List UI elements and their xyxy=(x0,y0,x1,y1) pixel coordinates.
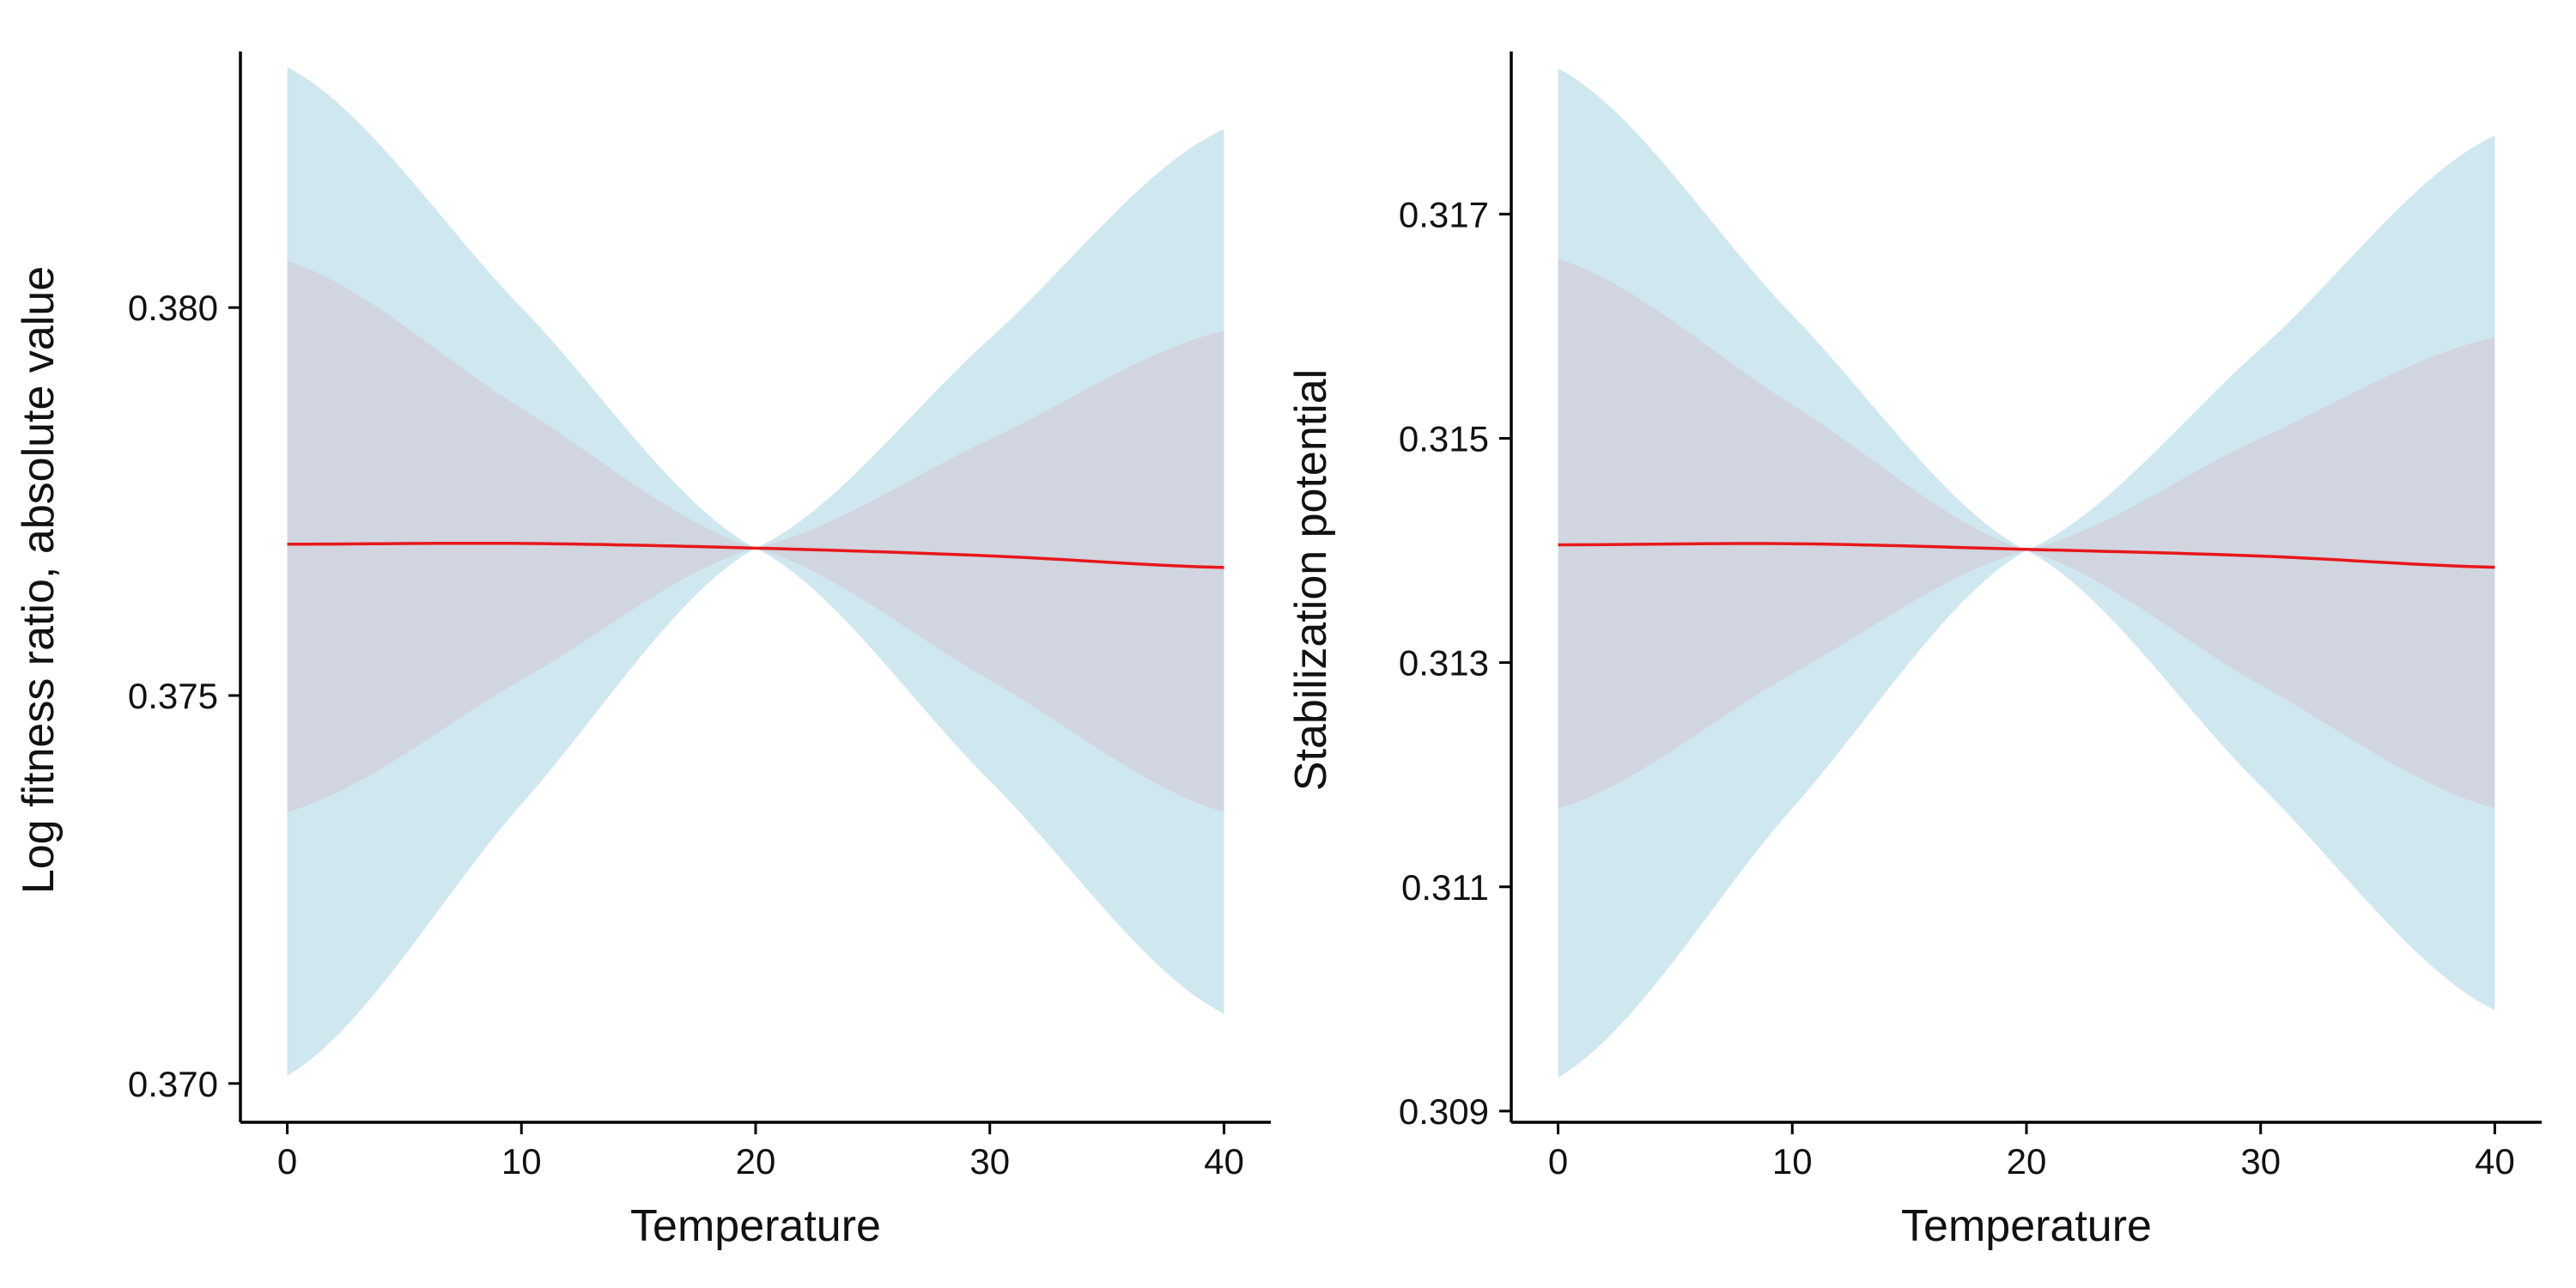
panel-log-fitness-ratio: 0 10 20 30 40 0.370 0.375 0.380 Temperature Log f… xyxy=(14,52,1271,1251)
inner-band-left xyxy=(287,260,756,812)
y-tick-label: 0.380 xyxy=(128,288,218,328)
x-tick-label: 30 xyxy=(969,1141,1010,1182)
x-axis-title: Temperature xyxy=(630,1201,881,1251)
fit-line xyxy=(1558,542,2495,569)
x-tick-label: 10 xyxy=(1772,1141,1813,1182)
fit-line xyxy=(287,541,1224,569)
y-tick-label: 0.311 xyxy=(1401,867,1489,908)
y-axis-title: Stabilization potential xyxy=(1286,369,1336,791)
x-tick-label: 0 xyxy=(1548,1141,1568,1182)
y-tick-label: 0.370 xyxy=(128,1064,218,1104)
y-tick-label: 0.315 xyxy=(1399,418,1489,459)
y-tick-label: 0.317 xyxy=(1399,194,1489,234)
x-axis-title: Temperature xyxy=(1901,1201,2152,1251)
y-tick-label: 0.313 xyxy=(1399,643,1489,683)
panel-stabilization-potential: 0 10 20 30 40 0.309 0.311 0.313 0.315 0.317 Temper… xyxy=(1286,52,2542,1251)
inner-band-right xyxy=(2026,337,2495,809)
x-tick-label: 10 xyxy=(501,1141,542,1182)
inner-band-right xyxy=(756,331,1224,812)
y-tick-label: 0.375 xyxy=(128,676,218,716)
y-axis-title: Log fitness ratio, absolute value xyxy=(14,266,64,894)
x-tick-label: 30 xyxy=(2240,1141,2281,1182)
y-tick-label: 0.309 xyxy=(1399,1091,1489,1132)
x-tick-label: 40 xyxy=(2475,1141,2515,1182)
x-tick-label: 20 xyxy=(2007,1141,2047,1182)
x-tick-label: 20 xyxy=(736,1141,776,1182)
inner-band-left xyxy=(1558,258,2026,809)
x-tick-label: 40 xyxy=(1204,1141,1244,1182)
x-tick-label: 0 xyxy=(277,1141,297,1182)
